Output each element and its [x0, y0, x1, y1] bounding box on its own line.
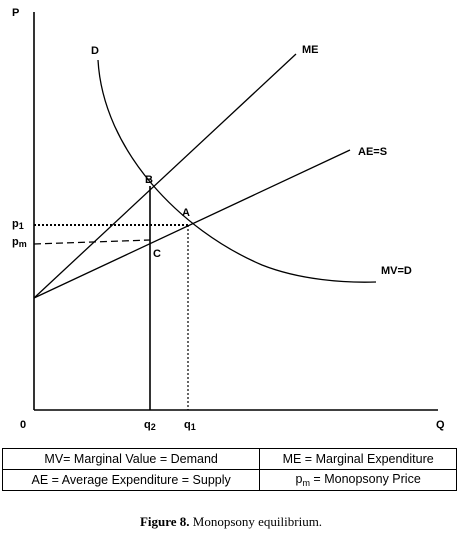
me-curve: [33, 53, 297, 299]
point-b-label: B: [145, 174, 153, 186]
ae-supply-curve: [33, 149, 351, 299]
legend-row: MV= Marginal Value = Demand ME = Margina…: [1, 448, 457, 470]
figure-caption: Figure 8. Monopsony equilibrium.: [0, 514, 462, 530]
legend-pm-text: = Monopsony Price: [309, 472, 421, 486]
pm-dashed-guide: [33, 239, 151, 245]
legend-pm: pm = Monopsony Price: [259, 469, 457, 491]
q2-tick-label: q2: [144, 419, 156, 432]
ae-curve-label: AE=S: [358, 146, 387, 158]
monopsony-diagram: P Q 0 D ME AE=S MV=D B A C p1 pm q2 q1: [12, 7, 445, 432]
q2-sub: 2: [151, 422, 156, 432]
figure-number: Figure 8.: [139, 514, 190, 529]
p1-sub: 1: [19, 221, 24, 231]
legend-row: AE = Average Expenditure = Supply pm = M…: [1, 469, 457, 491]
mv-curve-label: MV=D: [381, 265, 412, 277]
legend-table: MV= Marginal Value = Demand ME = Margina…: [1, 448, 457, 491]
d-curve-label: D: [91, 45, 99, 57]
point-a-label: A: [182, 207, 190, 219]
legend-ae: AE = Average Expenditure = Supply: [1, 469, 261, 491]
y-axis-label: P: [12, 7, 19, 19]
legend-mv: MV= Marginal Value = Demand: [1, 448, 261, 470]
pm-tick-label: pm: [12, 236, 27, 249]
mv-demand-curve: [97, 59, 377, 283]
figure-caption-text: Monopsony equilibrium.: [192, 514, 323, 529]
legend-me: ME = Marginal Expenditure: [259, 448, 457, 470]
legend-pm-sub: m: [302, 478, 310, 488]
me-curve-label: ME: [302, 44, 319, 56]
legend-pm-symbol: p: [295, 472, 303, 486]
origin-label: 0: [20, 419, 26, 431]
pm-sub: m: [19, 239, 27, 249]
q1-sub: 1: [191, 422, 196, 432]
q1-tick-label: q1: [184, 419, 196, 432]
p1-tick-label: p1: [12, 218, 24, 231]
x-axis-label: Q: [436, 419, 445, 431]
point-c-label: C: [153, 248, 161, 260]
